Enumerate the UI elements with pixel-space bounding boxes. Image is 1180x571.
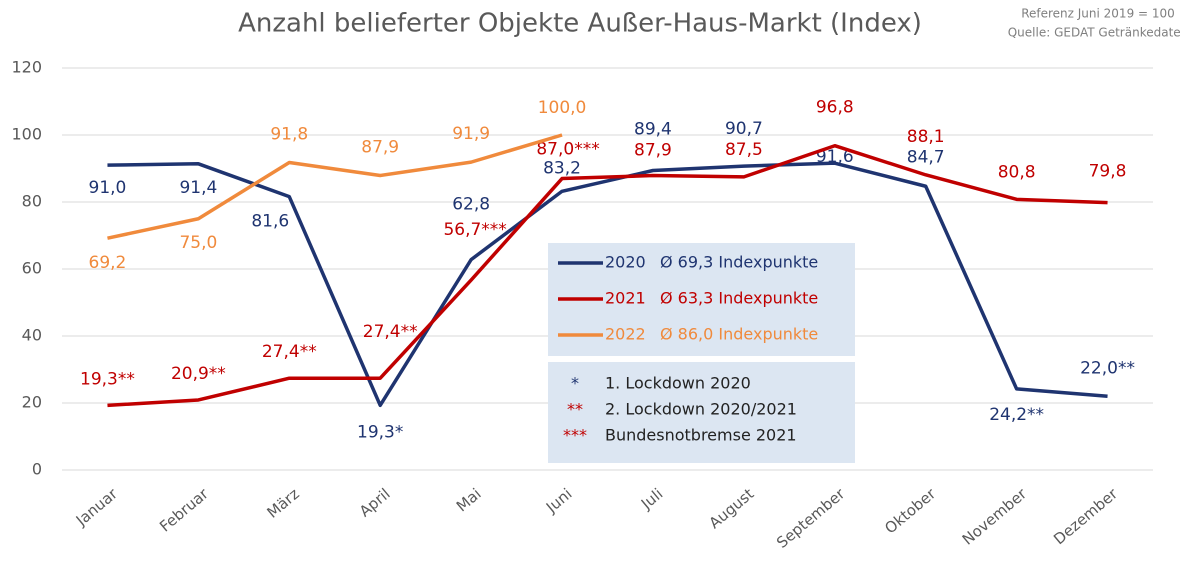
y-tick-label: 20 [22,393,42,412]
data-label: 91,0 [89,178,127,198]
series-line [107,161,1108,408]
data-label: 19,3* [357,422,403,442]
data-label: 81,6 [251,212,289,232]
y-tick-label: 40 [22,326,42,345]
data-label: 91,9 [452,124,490,144]
footnote-text: 2. Lockdown 2020/2021 [605,400,797,419]
data-label: 56,7*** [443,220,506,240]
series-line [107,143,1108,408]
x-tick-label: Januar [72,484,122,530]
subtitle: Referenz Juni 2019 = 100 [1021,7,1175,21]
x-tick-label: Mai [453,485,485,516]
footnote-symbol: * [571,374,579,393]
x-tick-label: Dezember [1050,484,1122,548]
data-label: 20,9** [171,364,226,384]
data-label: 89,4 [634,120,672,140]
data-label: 91,8 [270,124,308,144]
data-label: 19,3** [80,369,135,389]
x-tick-label: Februar [156,484,212,535]
legend-note: Ø 63,3 Indexpunkte [660,289,818,308]
x-tick-label: Juni [542,485,575,517]
source: Quelle: GEDAT Getränkedaten [1008,26,1180,40]
x-tick-label: September [773,484,849,552]
footnote-symbol: ** [567,400,583,419]
data-label: 80,8 [998,162,1036,182]
footnote-text: Bundesnotbremse 2021 [605,426,797,445]
data-label: 100,0 [538,98,587,118]
footnote-box [548,362,855,463]
y-tick-label: 120 [11,58,42,77]
legend-note: Ø 86,0 Indexpunkte [660,325,818,344]
y-tick-label: 100 [11,125,42,144]
data-label: 87,5 [725,140,763,160]
y-tick-label: 60 [22,259,42,278]
data-label: 87,9 [361,138,399,158]
data-label: 84,7 [907,147,945,167]
series-line [107,133,563,240]
legend-label: 2021 [605,289,646,308]
footnote-text: 1. Lockdown 2020 [605,374,751,393]
data-label: 69,2 [89,253,127,273]
data-label: 27,4** [363,322,418,342]
data-label: 79,8 [1089,162,1127,182]
legend-label: 2020 [605,253,646,272]
x-tick-label: März [263,485,302,522]
legend-label: 2022 [605,325,646,344]
data-label: 75,0 [179,233,217,253]
x-tick-label: Juli [637,485,666,514]
x-tick-label: April [356,485,394,521]
x-tick-label: Oktober [881,484,940,537]
legend-note: Ø 69,3 Indexpunkte [660,253,818,272]
data-label: 87,9 [634,141,672,161]
y-tick-label: 80 [22,192,42,211]
y-tick-label: 0 [32,460,42,479]
data-label: 90,7 [725,119,763,139]
data-label: 27,4** [262,342,317,362]
data-label: 91,6 [816,147,854,167]
x-tick-label: August [706,485,758,533]
data-label: 24,2** [989,405,1044,425]
x-tick-label: November [959,484,1031,548]
footnote-symbol: *** [563,426,587,445]
data-label: 96,8 [816,98,854,118]
data-label: 91,4 [179,178,217,198]
data-label: 87,0*** [536,140,599,160]
chart-title: Anzahl belieferter Objekte Außer-Haus-Ma… [238,9,922,39]
data-label: 83,2 [543,158,581,178]
data-label: 62,8 [452,195,490,215]
data-label: 22,0** [1080,358,1135,378]
data-label: 88,1 [907,127,945,147]
